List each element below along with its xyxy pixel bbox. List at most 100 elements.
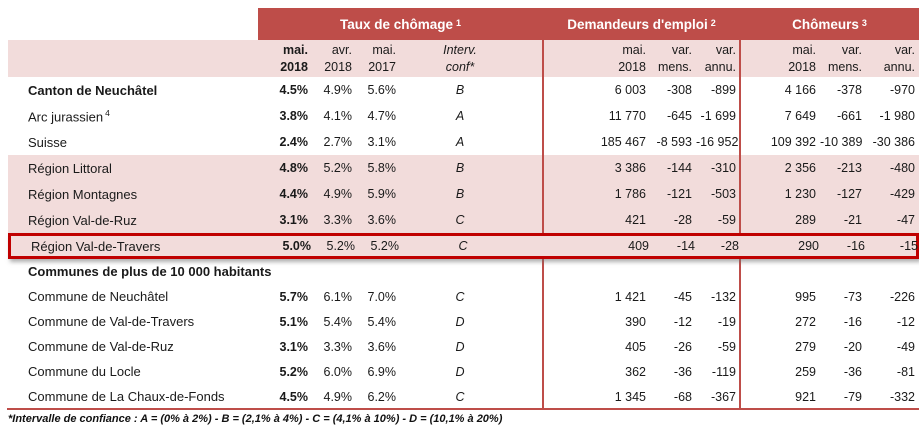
table-row: Région Montagnes 4.4% 4.9% 5.9% B 1 786 -121 -5… (8, 181, 919, 207)
group-header-label: Chômeurs (792, 16, 859, 32)
cell-value: 3.1% (279, 339, 309, 354)
table-row: Commune de Val-de-Ruz 3.1% 3.3% 3.6% D 405 -26… (8, 334, 919, 359)
row-label: Canton de Neuchâtel (28, 82, 158, 98)
cell-value: -429 (889, 187, 915, 201)
cell-value: -30 386 (872, 135, 915, 149)
cell-value: -59 (717, 339, 736, 354)
table-row: Commune de La Chaux-de-Fonds 4.5% 4.9% 6.2%… (8, 384, 919, 409)
interval-confidence-value: A (455, 135, 465, 149)
table-row: Suisse 2.4% 2.7% 3.1% A 185 467 -8 593 -16 952 1… (8, 129, 919, 155)
row-label: Région Montagnes (28, 186, 138, 202)
cell-value: -36 (843, 364, 862, 379)
cell-value: 289 (795, 213, 816, 227)
cell-value: 4.8% (279, 161, 309, 175)
cell-value: 405 (625, 339, 646, 354)
cell-value: -503 (710, 187, 736, 201)
row-label: Région Val-de-Ruz (28, 212, 137, 228)
interval-confidence-value: D (455, 339, 465, 354)
row-label: Arc jurassien 4 (28, 107, 110, 125)
cell-value: -645 (666, 109, 692, 123)
cell-value: 109 392 (770, 135, 816, 149)
cell-value: 390 (625, 314, 646, 329)
row-label: Commune de Val-de-Ruz (28, 339, 174, 354)
cell-value: -28 (720, 239, 739, 253)
table-row: Région Littoral 4.8% 5.2% 5.8% B 3 386 -144 -31… (8, 155, 919, 181)
cell-value: -213 (836, 161, 862, 175)
cell-value: -226 (889, 289, 915, 304)
cell-value: -127 (836, 187, 862, 201)
cell-value: -10 389 (820, 135, 863, 149)
row-label: Commune de Neuchâtel (28, 289, 169, 304)
cell-value: -20 (843, 339, 862, 354)
column-header: mai. 2018 (618, 43, 646, 74)
cell-value: 3.8% (279, 109, 309, 123)
cell-value: 7 649 (784, 109, 816, 123)
cell-value: 1 421 (614, 289, 646, 304)
cell-value: 3.6% (367, 339, 397, 354)
cell-value: -378 (836, 83, 862, 97)
column-header: var. mens. (657, 43, 692, 74)
column-header: Interv. conf* (443, 43, 477, 74)
cell-value: -1 980 (879, 109, 915, 123)
table-row: Communes de plus de 10 000 habitants (8, 259, 919, 284)
cell-value: 5.2% (370, 239, 400, 253)
cell-value: -26 (673, 339, 692, 354)
cell-value: -16 (846, 239, 865, 253)
table-bottom-rule (7, 408, 919, 410)
cell-value: -68 (673, 389, 692, 404)
interval-confidence-value: C (458, 239, 468, 253)
cell-value: 4.7% (367, 109, 397, 123)
cell-value: -8 593 (656, 135, 692, 149)
footnote-ref-1: 1 (456, 18, 462, 28)
cell-value: 5.2% (279, 364, 309, 379)
interval-confidence-value: C (455, 213, 465, 227)
column-header: var. annu. (883, 43, 915, 74)
table-row: Commune du Locle 5.2% 6.0% 6.9% D 362 -36 -119 2… (8, 359, 919, 384)
table-header-band: Taux de chômage 1 Demandeurs d'emploi 2 Ch… (258, 8, 919, 40)
cell-value: 4.5% (279, 389, 309, 404)
cell-value: -12 (673, 314, 692, 329)
table-row: Commune de Neuchâtel 5.7% 6.1% 7.0% C 1 421 -4… (8, 284, 919, 309)
cell-value: 2.4% (279, 135, 309, 149)
group-header-demandeurs-emploi: Demandeurs d'emploi 2 (543, 8, 740, 40)
table-row: Commune de Val-de-Travers 5.1% 5.4% 5.4% D 39… (8, 309, 919, 334)
cell-value: 5.1% (279, 314, 309, 329)
cell-value: 921 (795, 389, 816, 404)
cell-value: -16 952 (696, 135, 739, 149)
cell-value: 995 (795, 289, 816, 304)
row-label: Région Val-de-Travers (31, 238, 161, 254)
cell-value: 6.1% (323, 289, 353, 304)
cell-value: 5.7% (279, 289, 309, 304)
cell-value: 4.5% (279, 83, 309, 97)
cell-value: -12 (896, 314, 915, 329)
cell-value: 290 (798, 239, 819, 253)
column-header-row: mai. 2018 avr. 2018 mai. 2017 Interv. conf* mai.… (8, 40, 919, 77)
column-header: var. mens. (827, 43, 862, 74)
cell-value: 11 770 (608, 109, 646, 123)
cell-value: 3.1% (279, 213, 309, 227)
cell-value: -19 (717, 314, 736, 329)
interval-confidence-value: B (455, 187, 465, 201)
cell-value: -16 (843, 314, 862, 329)
cell-value: 5.2% (323, 161, 353, 175)
cell-value: -308 (666, 83, 692, 97)
interval-confidence-value: B (455, 161, 465, 175)
cell-value: -970 (889, 83, 915, 97)
cell-value: -59 (717, 213, 736, 227)
row-label: Commune de Val-de-Travers (28, 314, 195, 329)
interval-confidence-value: C (455, 389, 465, 404)
cell-value: 4.9% (323, 389, 353, 404)
column-header: mai. 2018 (788, 43, 816, 74)
cell-value: 2 356 (784, 161, 816, 175)
cell-value: 5.4% (367, 314, 397, 329)
row-label: Communes de plus de 10 000 habitants (28, 264, 272, 279)
cell-value: 1 786 (614, 187, 646, 201)
cell-value: -661 (836, 109, 862, 123)
cell-value: -121 (666, 187, 692, 201)
cell-value: -21 (843, 213, 862, 227)
cell-value: -119 (711, 364, 736, 379)
cell-value: 279 (795, 339, 816, 354)
group-divider-line (542, 40, 544, 409)
cell-value: -899 (710, 83, 736, 97)
statistics-table: mai. 2018 avr. 2018 mai. 2017 Interv. conf* mai.… (8, 40, 919, 409)
